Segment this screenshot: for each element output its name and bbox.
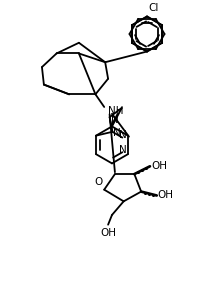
Text: OH: OH bbox=[100, 228, 116, 238]
Text: N: N bbox=[119, 145, 127, 155]
Text: N: N bbox=[119, 130, 127, 140]
Text: Cl: Cl bbox=[148, 3, 158, 13]
Text: OH: OH bbox=[151, 161, 167, 171]
Text: O: O bbox=[94, 177, 102, 187]
Text: NH: NH bbox=[108, 106, 124, 116]
Text: N: N bbox=[111, 115, 118, 125]
Text: OH: OH bbox=[158, 190, 174, 200]
Text: N: N bbox=[114, 128, 121, 138]
